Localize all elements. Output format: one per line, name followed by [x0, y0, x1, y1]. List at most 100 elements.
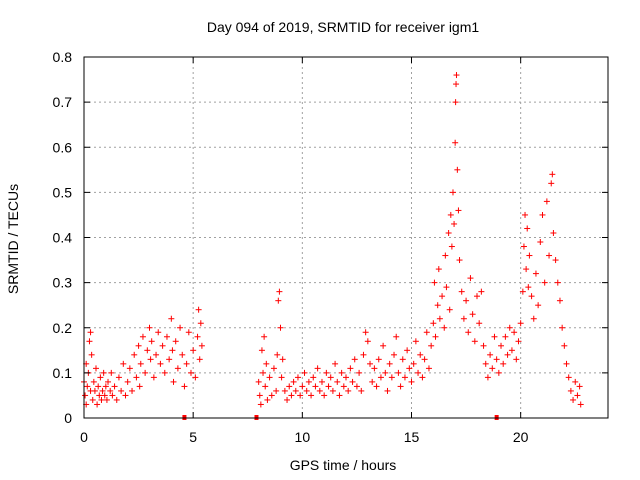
data-point	[90, 378, 97, 385]
y-tick-label: 0.2	[53, 320, 73, 336]
data-point	[256, 392, 263, 399]
data-point	[541, 279, 548, 286]
data-point	[458, 288, 465, 295]
data-point	[574, 392, 581, 399]
data-point	[318, 378, 325, 385]
data-point	[552, 257, 559, 264]
data-point	[279, 356, 286, 363]
grid-lines	[84, 57, 608, 418]
data-point	[274, 351, 281, 358]
data-point	[288, 392, 295, 399]
data-point	[431, 279, 438, 286]
data-point	[349, 378, 356, 385]
data-point	[386, 360, 393, 367]
data-point	[268, 392, 275, 399]
data-point	[423, 329, 430, 336]
y-tick-label: 0	[64, 410, 72, 426]
data-point	[281, 387, 288, 394]
data-point	[312, 383, 319, 390]
data-point	[255, 378, 262, 385]
data-point	[163, 333, 170, 340]
data-point	[137, 360, 144, 367]
data-point	[447, 211, 454, 218]
data-point	[109, 392, 116, 399]
data-point	[493, 356, 500, 363]
data-point	[321, 392, 328, 399]
x-tick-label: 20	[513, 429, 529, 445]
data-point	[563, 360, 570, 367]
data-point	[523, 266, 530, 273]
data-point	[451, 220, 458, 227]
data-point	[93, 365, 100, 372]
data-point	[95, 383, 102, 390]
data-point	[419, 374, 426, 381]
data-point	[343, 374, 349, 381]
data-point	[98, 396, 105, 403]
data-point	[96, 392, 103, 399]
data-point	[577, 401, 584, 408]
data-point	[522, 211, 529, 218]
data-point	[384, 387, 391, 394]
data-point	[157, 360, 164, 367]
data-point	[118, 387, 125, 394]
y-tick-label: 0.6	[53, 139, 73, 155]
data-point	[388, 374, 395, 381]
data-point	[297, 392, 304, 399]
data-point	[303, 387, 310, 394]
data-point	[369, 378, 376, 385]
data-point	[434, 302, 441, 309]
data-point	[515, 338, 522, 345]
data-point	[373, 383, 380, 390]
data-point	[153, 351, 160, 358]
data-point	[380, 342, 387, 349]
data-point	[146, 324, 153, 331]
data-point	[122, 392, 129, 399]
data-point	[358, 387, 365, 394]
data-point	[537, 239, 544, 246]
data-point	[187, 369, 194, 376]
data-point	[443, 284, 450, 291]
data-point	[286, 383, 293, 390]
data-point	[177, 324, 184, 331]
data-point	[183, 360, 190, 367]
data-point	[463, 297, 470, 304]
data-point	[89, 396, 96, 403]
data-point	[129, 387, 136, 394]
data-point	[446, 306, 453, 313]
data-point	[103, 396, 110, 403]
data-point	[166, 356, 173, 363]
data-point	[495, 369, 502, 376]
data-point	[448, 243, 455, 250]
data-point	[338, 369, 345, 376]
data-point	[94, 401, 101, 408]
data-point	[284, 396, 291, 403]
data-point	[530, 315, 537, 322]
data-point	[257, 401, 264, 408]
data-point	[436, 315, 443, 322]
data-point	[408, 378, 415, 385]
data-point	[148, 338, 155, 345]
data-point	[316, 387, 323, 394]
data-point	[377, 374, 384, 381]
data-point	[432, 333, 439, 340]
data-point	[504, 351, 511, 358]
data-point	[412, 338, 419, 345]
data-point	[147, 356, 154, 363]
data-point	[353, 383, 360, 390]
data-point	[82, 392, 89, 399]
data-point	[360, 351, 367, 358]
data-point	[415, 369, 422, 376]
axis-ticks	[83, 56, 608, 419]
data-point	[258, 347, 265, 354]
data-point	[469, 311, 476, 318]
data-point	[299, 383, 306, 390]
data-point	[310, 374, 317, 381]
data-point	[410, 360, 417, 367]
data-point	[292, 387, 299, 394]
data-point	[513, 356, 520, 363]
data-point	[452, 99, 459, 106]
chart-title: Day 094 of 2019, SRMTID for receiver igm…	[207, 19, 480, 35]
data-point	[570, 396, 577, 403]
data-point	[88, 351, 95, 358]
data-point	[550, 229, 557, 236]
